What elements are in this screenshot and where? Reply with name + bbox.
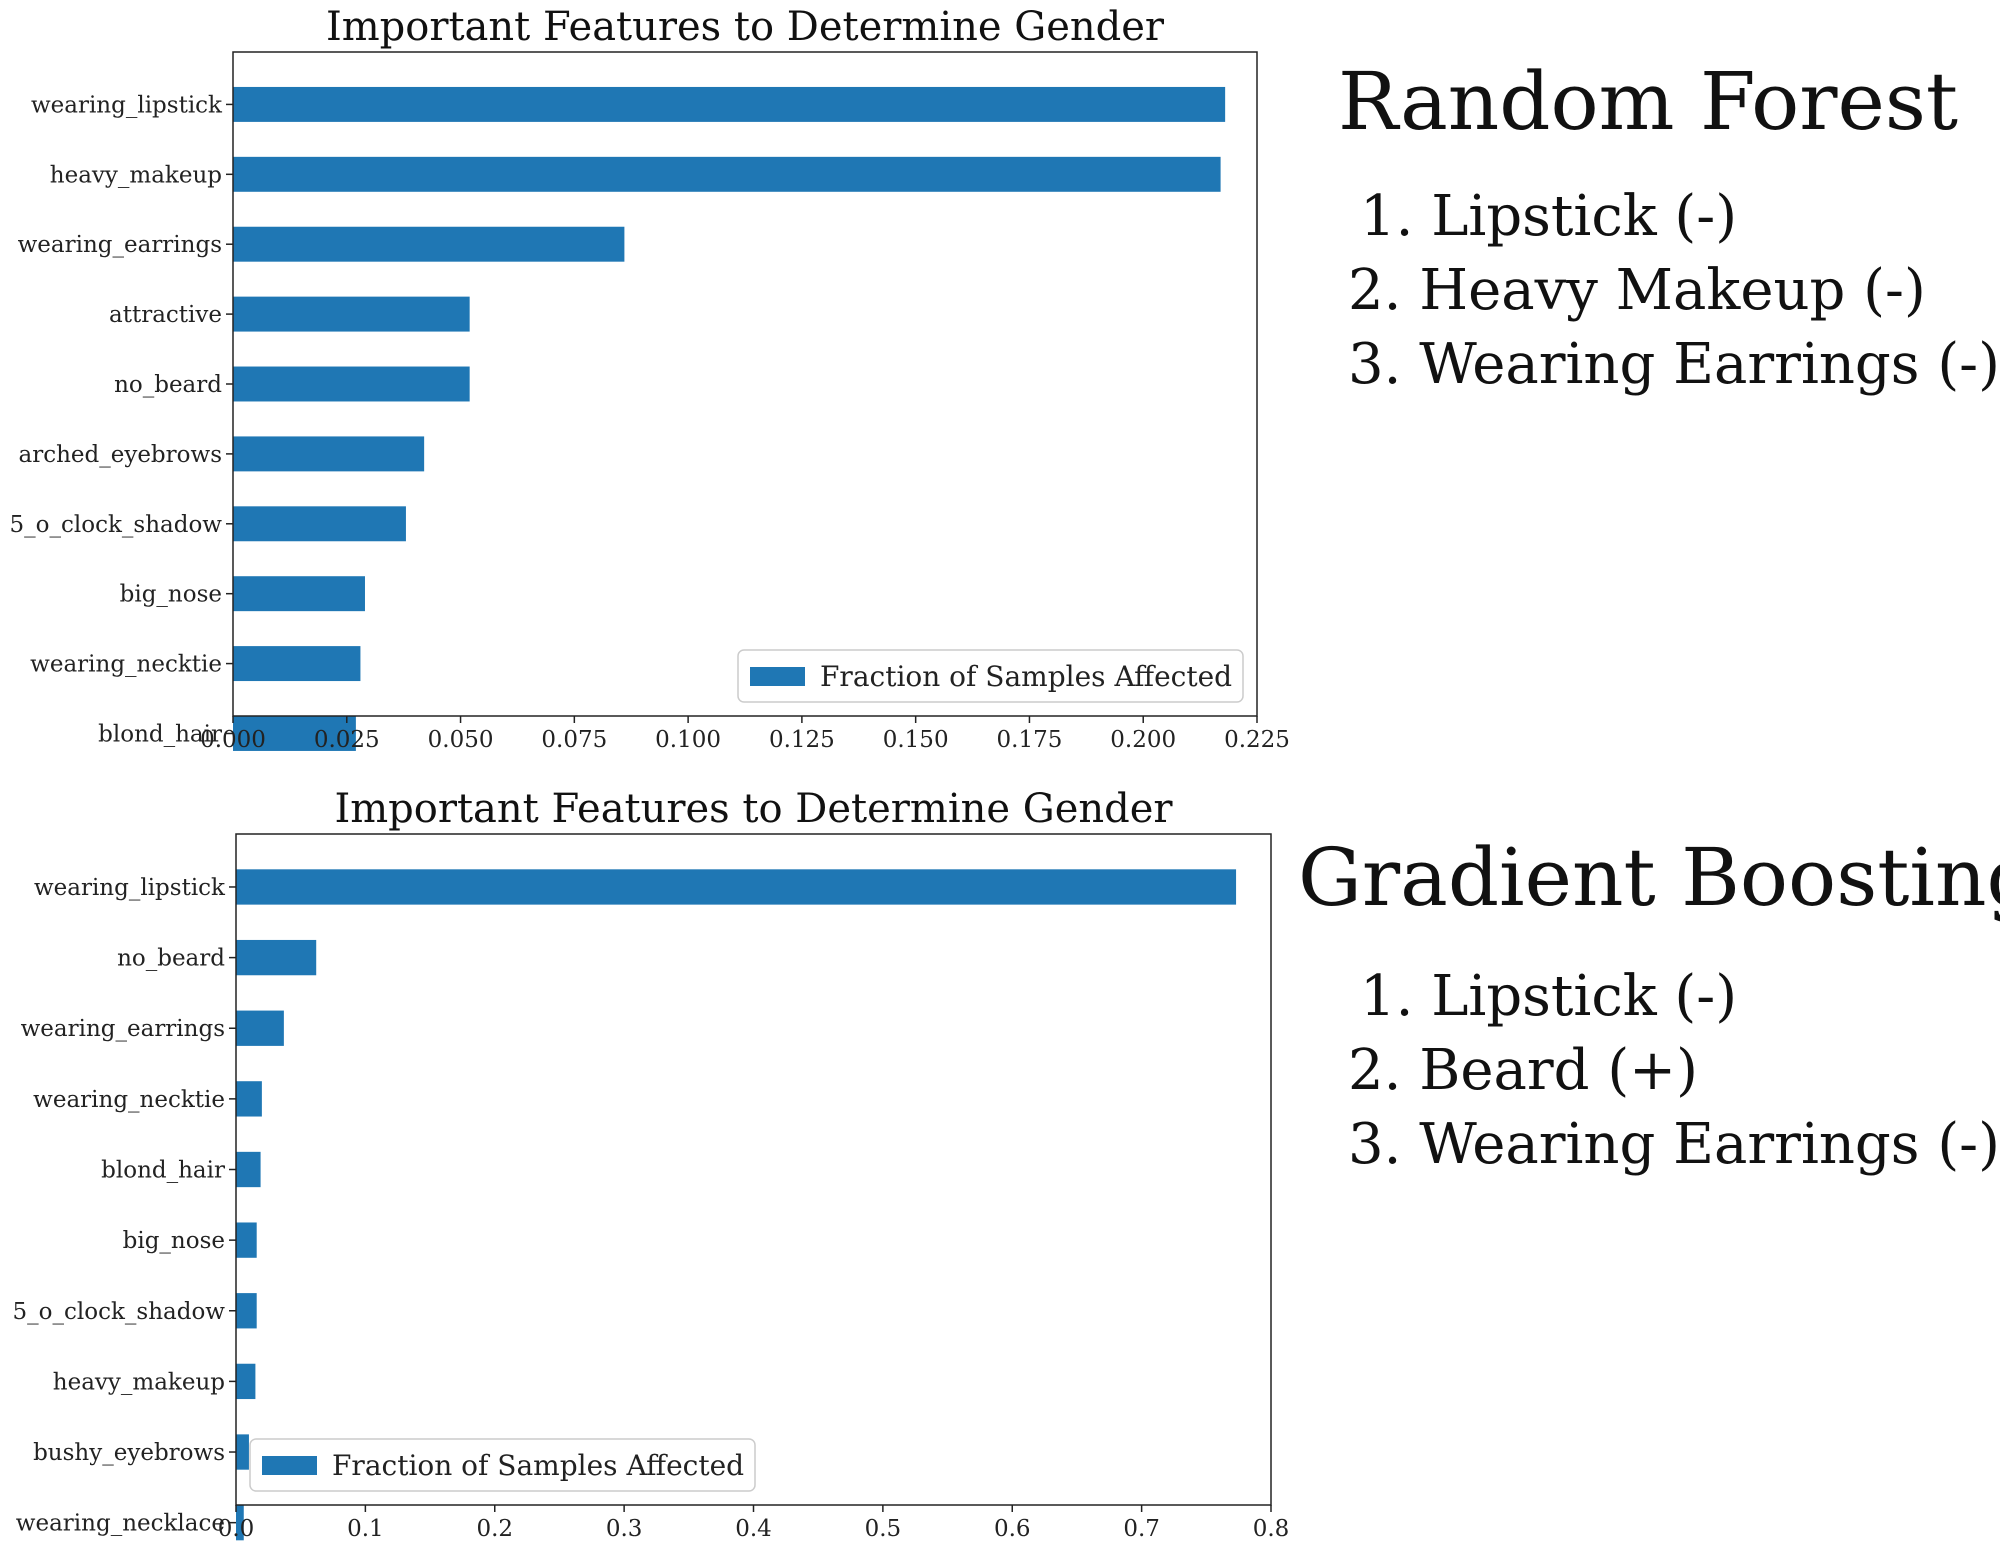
y-tick-label: wearing_earrings	[18, 232, 222, 258]
legend-label: Fraction of Samples Affected	[332, 1449, 744, 1482]
x-tick-label: 0.100	[655, 727, 721, 753]
bar-bushy_eyebrows	[236, 1434, 249, 1470]
legend-swatch	[750, 667, 805, 686]
bar-no_beard	[233, 366, 470, 402]
y-tick-label: big_nose	[120, 582, 222, 608]
list-item: 1. Lipstick (-)	[1360, 184, 1738, 249]
y-tick-label: wearing_necklace	[16, 1511, 225, 1537]
y-tick-label: no_beard	[117, 946, 225, 972]
bar-blond_hair	[236, 1151, 261, 1188]
x-tick-label: 0.2	[476, 1516, 513, 1542]
bar-wearing_lipstick	[236, 869, 1237, 905]
y-tick-label: blond_hair	[98, 721, 222, 747]
x-tick-label: 0.125	[769, 727, 835, 753]
legend-swatch	[262, 1456, 317, 1475]
x-tick-label: 0.0	[218, 1516, 255, 1542]
x-tick-label: 0.4	[735, 1516, 772, 1542]
bar-blond_hair	[233, 716, 356, 751]
bar-attractive	[233, 296, 470, 332]
legend: Fraction of Samples Affected	[737, 649, 1244, 703]
random-forest-heading: Random Forest	[1338, 55, 1959, 148]
plot-frame	[235, 833, 1272, 1506]
y-tick-label: 5_o_clock_shadow	[10, 512, 223, 538]
legend-box	[737, 649, 1244, 703]
bar-wearing_lipstick	[233, 86, 1226, 122]
plot-frame	[232, 51, 1258, 717]
x-tick-label: 0.6	[994, 1516, 1031, 1542]
x-tick-label: 0.025	[314, 727, 380, 753]
y-tick-label: bushy_eyebrows	[33, 1440, 225, 1466]
bar-wearing_necktie	[236, 1081, 262, 1117]
x-tick-label: 0.225	[1224, 727, 1290, 753]
gradient-boosting-panel: Gradient Boosting 1. Lipstick (-) 2. Bea…	[1298, 838, 2000, 1182]
bar-no_beard	[236, 939, 317, 976]
legend-label: Fraction of Samples Affected	[820, 660, 1232, 693]
chart-title: Important Features to Determine Gender	[334, 786, 1173, 832]
list-item: 3. Wearing Earrings (-)	[1348, 332, 2000, 397]
x-tick-label: 0.075	[541, 727, 607, 753]
x-tick-label: 0.3	[606, 1516, 643, 1542]
x-tick-label: 0.200	[1110, 727, 1176, 753]
bar-5_o_clock_shadow	[233, 506, 406, 542]
y-tick-label: blond_hair	[101, 1158, 225, 1184]
bar-5_o_clock_shadow	[236, 1293, 257, 1329]
y-tick-label: attractive	[109, 302, 222, 328]
list-item: 1. Lipstick (-)	[1360, 964, 1738, 1029]
bar-wearing_earrings	[236, 1010, 284, 1046]
y-tick-label: heavy_makeup	[50, 162, 222, 188]
gradient-boosting-chart: Important Features to Determine Gender we…	[13, 786, 1290, 1542]
y-tick-label: wearing_earrings	[21, 1016, 225, 1042]
gradient-boosting-heading: Gradient Boosting	[1298, 831, 2000, 924]
bar-wearing_necktie	[233, 646, 361, 682]
bar-heavy_makeup	[233, 156, 1221, 192]
y-tick-label: 5_o_clock_shadow	[13, 1299, 226, 1325]
list-item: 3. Wearing Earrings (-)	[1348, 1112, 2000, 1177]
y-tick-label: wearing_necktie	[33, 1087, 225, 1113]
y-tick-label: heavy_makeup	[53, 1369, 225, 1395]
list-item: 2. Beard (+)	[1348, 1038, 1698, 1103]
legend-box	[249, 1438, 756, 1492]
x-tick-label: 0.1	[347, 1516, 384, 1542]
y-tick-label: big_nose	[123, 1228, 225, 1254]
bar-big_nose	[236, 1222, 257, 1258]
x-tick-label: 0.5	[865, 1516, 902, 1542]
y-tick-label: wearing_lipstick	[34, 875, 226, 901]
bar-wearing_earrings	[233, 226, 625, 262]
chart-title: Important Features to Determine Gender	[326, 4, 1165, 50]
y-tick-label: arched_eyebrows	[18, 442, 222, 468]
y-tick-label: wearing_necktie	[30, 652, 222, 678]
random-forest-panel: Random Forest 1. Lipstick (-) 2. Heavy M…	[1338, 62, 2000, 402]
random-forest-chart: Important Features to Determine Gender we…	[10, 4, 1290, 753]
bar-arched_eyebrows	[233, 436, 425, 472]
bar-heavy_makeup	[236, 1363, 256, 1400]
x-tick-label: 0.000	[200, 727, 266, 753]
y-tick-label: no_beard	[114, 372, 222, 398]
x-tick-label: 0.8	[1253, 1516, 1290, 1542]
x-tick-label: 0.150	[883, 727, 949, 753]
list-item: 2. Heavy Makeup (-)	[1348, 258, 1926, 323]
x-tick-label: 0.175	[997, 727, 1063, 753]
random-forest-feature-list: 1. Lipstick (-) 2. Heavy Makeup (-) 3. W…	[1348, 180, 2000, 402]
legend: Fraction of Samples Affected	[249, 1438, 756, 1492]
x-tick-label: 0.050	[428, 727, 494, 753]
gradient-boosting-feature-list: 1. Lipstick (-) 2. Beard (+) 3. Wearing …	[1348, 960, 2000, 1182]
x-tick-label: 0.7	[1123, 1516, 1160, 1542]
y-tick-label: wearing_lipstick	[31, 92, 223, 118]
bar-big_nose	[233, 576, 365, 612]
bar-wearing_necklace	[236, 1505, 244, 1541]
